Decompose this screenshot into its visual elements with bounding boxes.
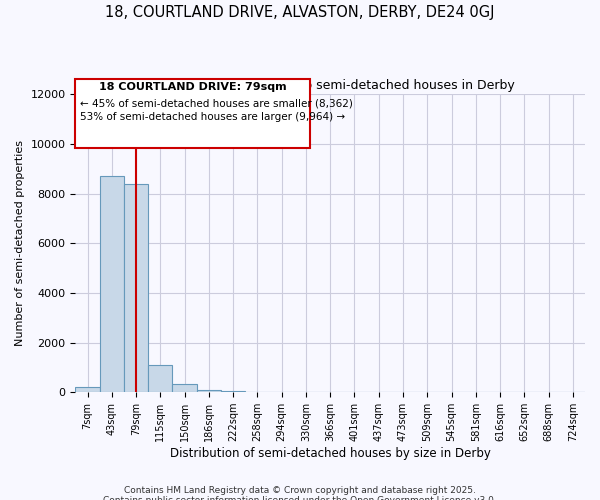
Text: Contains HM Land Registry data © Crown copyright and database right 2025.: Contains HM Land Registry data © Crown c… <box>124 486 476 495</box>
Text: 53% of semi-detached houses are larger (9,964) →: 53% of semi-detached houses are larger (… <box>80 112 346 122</box>
Y-axis label: Number of semi-detached properties: Number of semi-detached properties <box>15 140 25 346</box>
Bar <box>197 390 221 392</box>
FancyBboxPatch shape <box>76 80 310 148</box>
Text: 18 COURTLAND DRIVE: 79sqm: 18 COURTLAND DRIVE: 79sqm <box>99 82 286 92</box>
Text: 18, COURTLAND DRIVE, ALVASTON, DERBY, DE24 0GJ: 18, COURTLAND DRIVE, ALVASTON, DERBY, DE… <box>105 5 495 20</box>
X-axis label: Distribution of semi-detached houses by size in Derby: Distribution of semi-detached houses by … <box>170 447 491 460</box>
Bar <box>124 184 148 392</box>
Text: Contains public sector information licensed under the Open Government Licence v3: Contains public sector information licen… <box>103 496 497 500</box>
Bar <box>172 384 197 392</box>
Bar <box>76 388 100 392</box>
Bar <box>100 176 124 392</box>
Title: Size of property relative to semi-detached houses in Derby: Size of property relative to semi-detach… <box>145 78 515 92</box>
Bar <box>148 365 172 392</box>
Text: ← 45% of semi-detached houses are smaller (8,362): ← 45% of semi-detached houses are smalle… <box>80 98 353 108</box>
